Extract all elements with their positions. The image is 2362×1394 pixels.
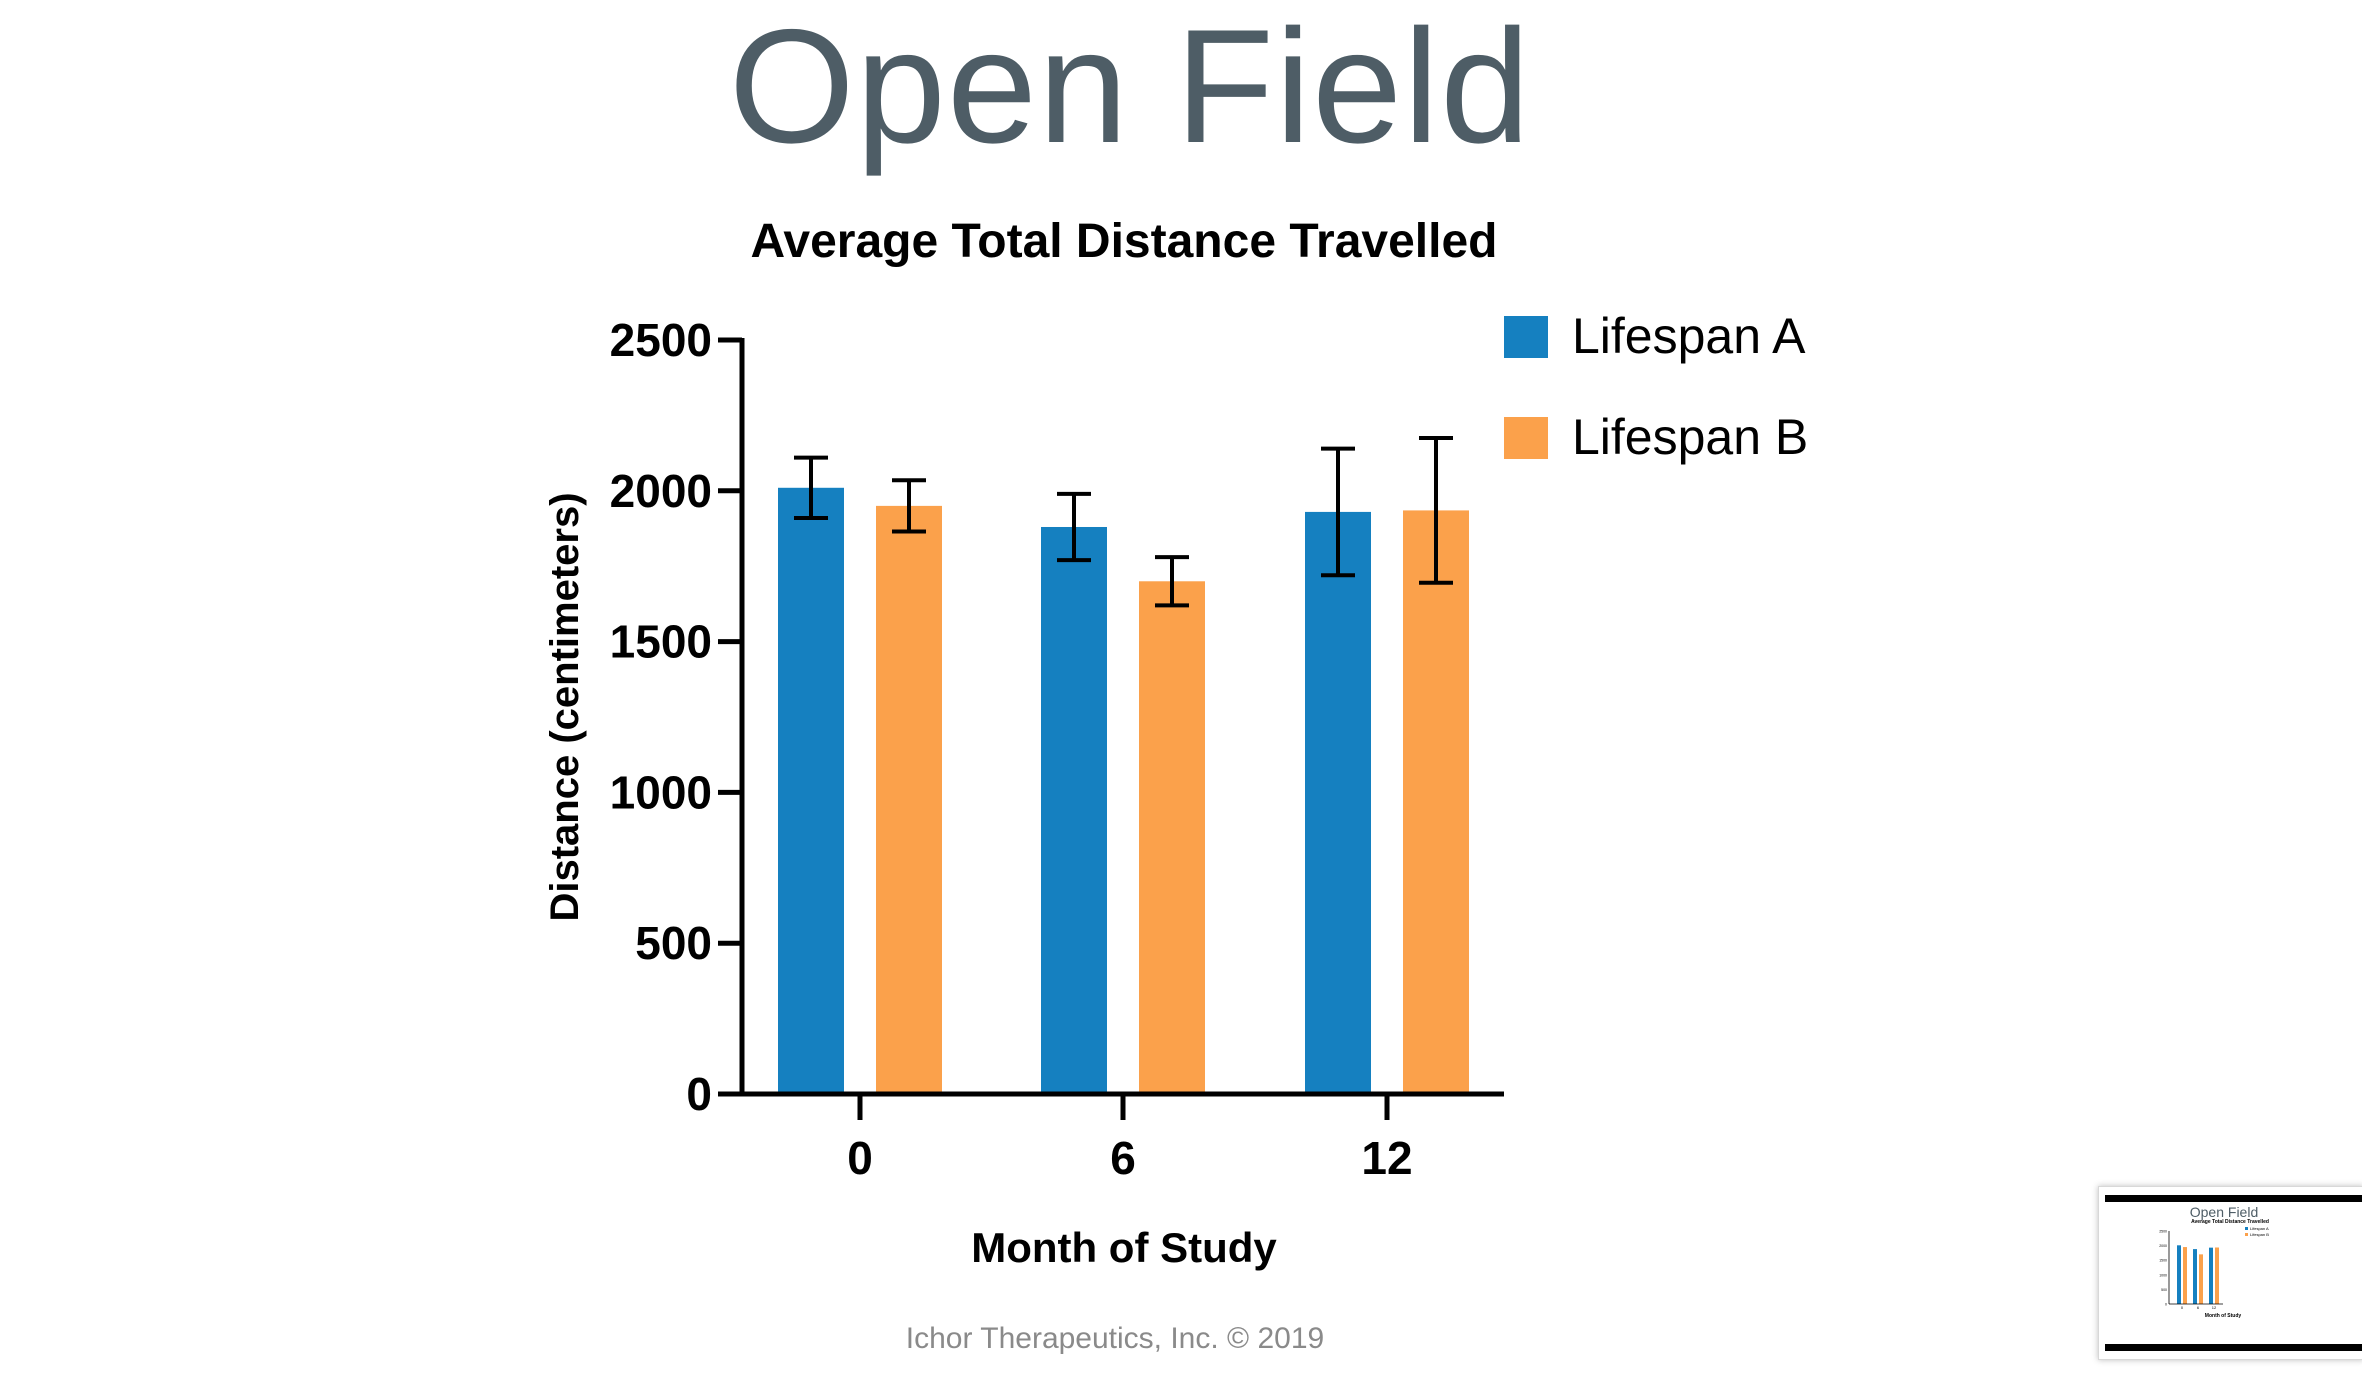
thumbnail-y-tick-label: 1000 <box>2159 1273 2167 1277</box>
legend-label: Lifespan B <box>1572 409 1808 465</box>
y-tick-label: 1000 <box>610 766 712 818</box>
thumbnail-xlabel: Month of Study <box>2205 1313 2242 1319</box>
thumbnail-legend-label: Lifespan B <box>2250 1232 2269 1237</box>
thumbnail-chart: Average Total Distance Travelled Month o… <box>2159 1219 2269 1319</box>
x-tick-label: 0 <box>847 1132 873 1184</box>
bar-lifespan-a-6 <box>1041 526 1107 1094</box>
legend: Lifespan A Lifespan B <box>1504 308 1808 465</box>
thumbnail-bar <box>2177 1245 2181 1304</box>
y-tick-label: 2000 <box>610 465 712 517</box>
thumbnail-bottom-border <box>2105 1344 2362 1351</box>
thumbnail-y-tick-label: 2000 <box>2159 1244 2167 1248</box>
chart-title: Average Total Distance Travelled <box>751 215 1498 268</box>
y-tick-label: 2500 <box>610 314 712 366</box>
thumbnail-x-tick-label: 12 <box>2212 1305 2217 1310</box>
legend-swatch <box>1504 316 1548 358</box>
bar-lifespan-b-0 <box>876 505 942 1094</box>
thumbnail-bar <box>2209 1247 2213 1304</box>
thumbnail-top-border <box>2105 1195 2362 1202</box>
thumbnail-legend-label: Lifespan A <box>2250 1226 2269 1231</box>
bar-lifespan-b-6 <box>1139 581 1205 1094</box>
thumbnail-bar <box>2193 1249 2197 1304</box>
y-axis-label: Distance (centimeters) <box>543 492 587 921</box>
thumbnail-bar <box>2215 1247 2219 1304</box>
thumbnail-x-tick-label: 0 <box>2181 1305 2184 1310</box>
error-bar <box>1419 436 1453 585</box>
x-tick-label: 12 <box>1361 1132 1412 1184</box>
thumbnail-bar <box>2199 1254 2203 1304</box>
thumbnail-x-tick-label: 6 <box>2197 1305 2200 1310</box>
bar-lifespan-a-12 <box>1305 511 1371 1094</box>
legend-label: Lifespan A <box>1572 308 1806 364</box>
bar-lifespan-a-0 <box>778 487 844 1094</box>
error-bar <box>892 478 926 534</box>
thumbnail-legend-swatch <box>2245 1227 2248 1230</box>
y-tick-label: 500 <box>635 917 712 969</box>
footer-copyright: Ichor Therapeutics, Inc. © 2019 <box>905 1322 1325 1355</box>
error-bar <box>1057 491 1091 563</box>
slide-thumbnail[interactable]: Open Field Average Total Distance Travel… <box>2098 1186 2362 1360</box>
thumbnail-y-tick-label: 1500 <box>2159 1259 2167 1263</box>
thumbnail-y-tick-label: 2500 <box>2159 1230 2167 1234</box>
x-axis-label: Month of Study <box>971 1224 1277 1271</box>
thumbnail-chart-title: Average Total Distance Travelled <box>2191 1219 2269 1225</box>
error-bar <box>794 455 828 520</box>
y-tick-label: 0 <box>686 1068 712 1120</box>
thumbnail-bar <box>2183 1247 2187 1304</box>
bar-lifespan-b-12 <box>1403 510 1469 1094</box>
y-tick-label: 1500 <box>610 616 712 668</box>
legend-swatch <box>1504 417 1548 459</box>
slide-title: Open Field <box>728 0 1532 177</box>
thumbnail-y-tick-label: 500 <box>2161 1288 2167 1292</box>
error-bar <box>1321 446 1355 578</box>
thumbnail-y-tick-label: 0 <box>2165 1303 2167 1307</box>
x-tick-label: 6 <box>1110 1132 1136 1184</box>
thumbnail-title: Open Field <box>2189 1204 2259 1220</box>
thumbnail-legend-swatch <box>2245 1233 2248 1236</box>
error-bar <box>1155 555 1189 608</box>
